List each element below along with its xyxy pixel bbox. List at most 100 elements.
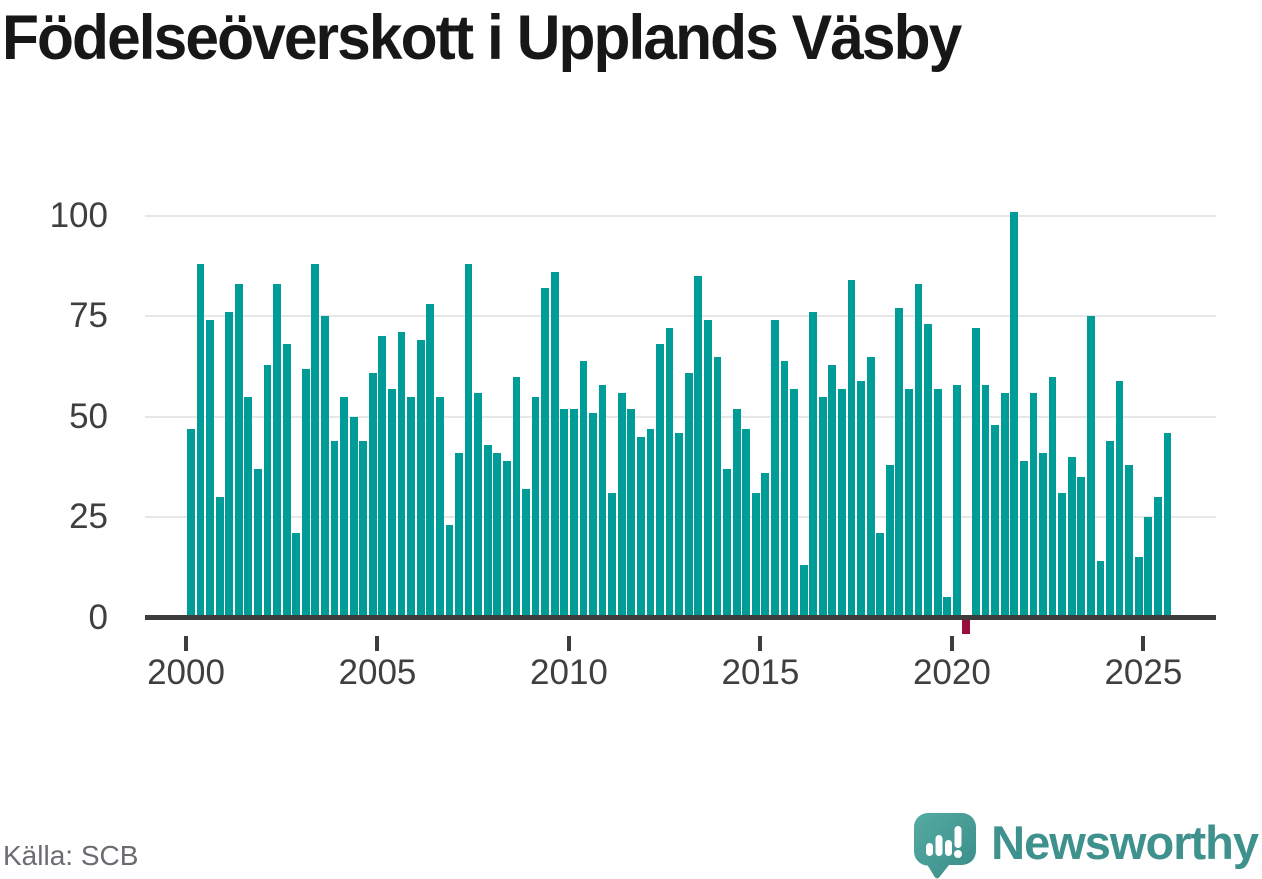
bar — [244, 396, 253, 618]
bar — [636, 436, 645, 618]
bar — [474, 392, 483, 618]
bar — [742, 428, 751, 618]
gridline-y-50 — [145, 415, 1216, 418]
x-axis-tick-2000 — [184, 636, 188, 651]
bar — [225, 312, 234, 618]
bar — [550, 272, 559, 618]
source-label: Källa: SCB — [3, 840, 139, 871]
bar — [368, 372, 377, 618]
bar — [952, 384, 961, 618]
bar — [962, 617, 971, 634]
bar — [522, 489, 530, 618]
x-axis-label-2005: 2005 — [338, 653, 417, 692]
bar — [675, 432, 684, 618]
gridline-y-100 — [145, 215, 1216, 217]
newsworthy-logo: Newsworthy — [914, 812, 1259, 879]
y-axis-label-0: 0 — [88, 597, 108, 637]
bar — [282, 344, 291, 618]
bar — [1163, 432, 1172, 618]
bar — [704, 320, 712, 618]
bar — [254, 468, 262, 618]
bar — [560, 408, 569, 618]
bar — [809, 312, 818, 618]
bar — [885, 464, 894, 618]
bar — [215, 497, 224, 618]
bar — [1115, 380, 1124, 618]
bar — [857, 380, 865, 618]
bar — [397, 332, 406, 618]
bar — [1106, 440, 1114, 618]
chart-title: Födelseöverskott i Upplands Väsby — [2, 3, 962, 73]
bar — [972, 328, 980, 618]
bar — [732, 408, 741, 618]
bar — [1039, 452, 1047, 618]
bar — [263, 364, 272, 618]
bar — [273, 284, 281, 618]
bar — [388, 388, 396, 618]
bar — [828, 364, 837, 618]
bar — [617, 392, 626, 618]
bar — [694, 276, 703, 618]
x-axis-tick-2020 — [949, 636, 954, 651]
x-axis-label-2010: 2010 — [530, 653, 608, 692]
bar — [330, 440, 339, 618]
bar — [627, 408, 636, 618]
bar — [493, 452, 502, 618]
bar — [771, 320, 779, 618]
bar — [598, 384, 607, 618]
bar — [1067, 456, 1076, 618]
bar — [359, 440, 368, 618]
bar — [1058, 493, 1067, 618]
bar — [780, 360, 789, 618]
bar — [1029, 392, 1038, 618]
y-axis-label-25: 25 — [69, 497, 108, 537]
bar — [579, 360, 588, 618]
bar — [847, 280, 856, 618]
bar — [799, 565, 808, 618]
bar — [301, 368, 310, 618]
x-axis-label-2000: 2000 — [147, 653, 225, 692]
bar — [464, 264, 473, 618]
bar — [1019, 460, 1028, 618]
bar — [723, 468, 731, 618]
bar — [1144, 517, 1153, 618]
bar — [435, 396, 444, 618]
bar — [1048, 376, 1057, 618]
bar — [905, 388, 913, 618]
bar — [914, 284, 923, 618]
bar — [407, 396, 415, 618]
bar — [665, 328, 674, 618]
bar — [656, 344, 664, 618]
bar — [292, 533, 301, 618]
bar — [569, 408, 578, 618]
bar — [751, 493, 760, 618]
bar — [933, 388, 942, 618]
bar — [378, 336, 387, 618]
bar — [349, 416, 358, 618]
bar — [608, 493, 617, 618]
bar — [512, 376, 521, 618]
x-axis-tick-2015 — [758, 636, 763, 651]
bar — [445, 525, 454, 618]
logo-bars-and-exclamation — [926, 825, 963, 858]
bar — [206, 320, 214, 618]
bar — [838, 388, 846, 618]
bar — [196, 264, 205, 618]
x-axis-tick-2005 — [375, 636, 380, 651]
bar — [876, 533, 885, 618]
bar — [943, 597, 952, 618]
bar — [502, 460, 511, 618]
bar — [416, 340, 425, 618]
bar — [981, 384, 990, 618]
y-axis-label-50: 50 — [69, 396, 108, 436]
bar — [1153, 497, 1162, 618]
bar — [866, 356, 875, 618]
bar — [426, 304, 435, 618]
bar — [1086, 316, 1095, 618]
bar — [895, 308, 904, 618]
bar — [321, 316, 329, 618]
bar — [589, 412, 597, 618]
bar — [311, 264, 320, 618]
bar — [541, 288, 550, 618]
